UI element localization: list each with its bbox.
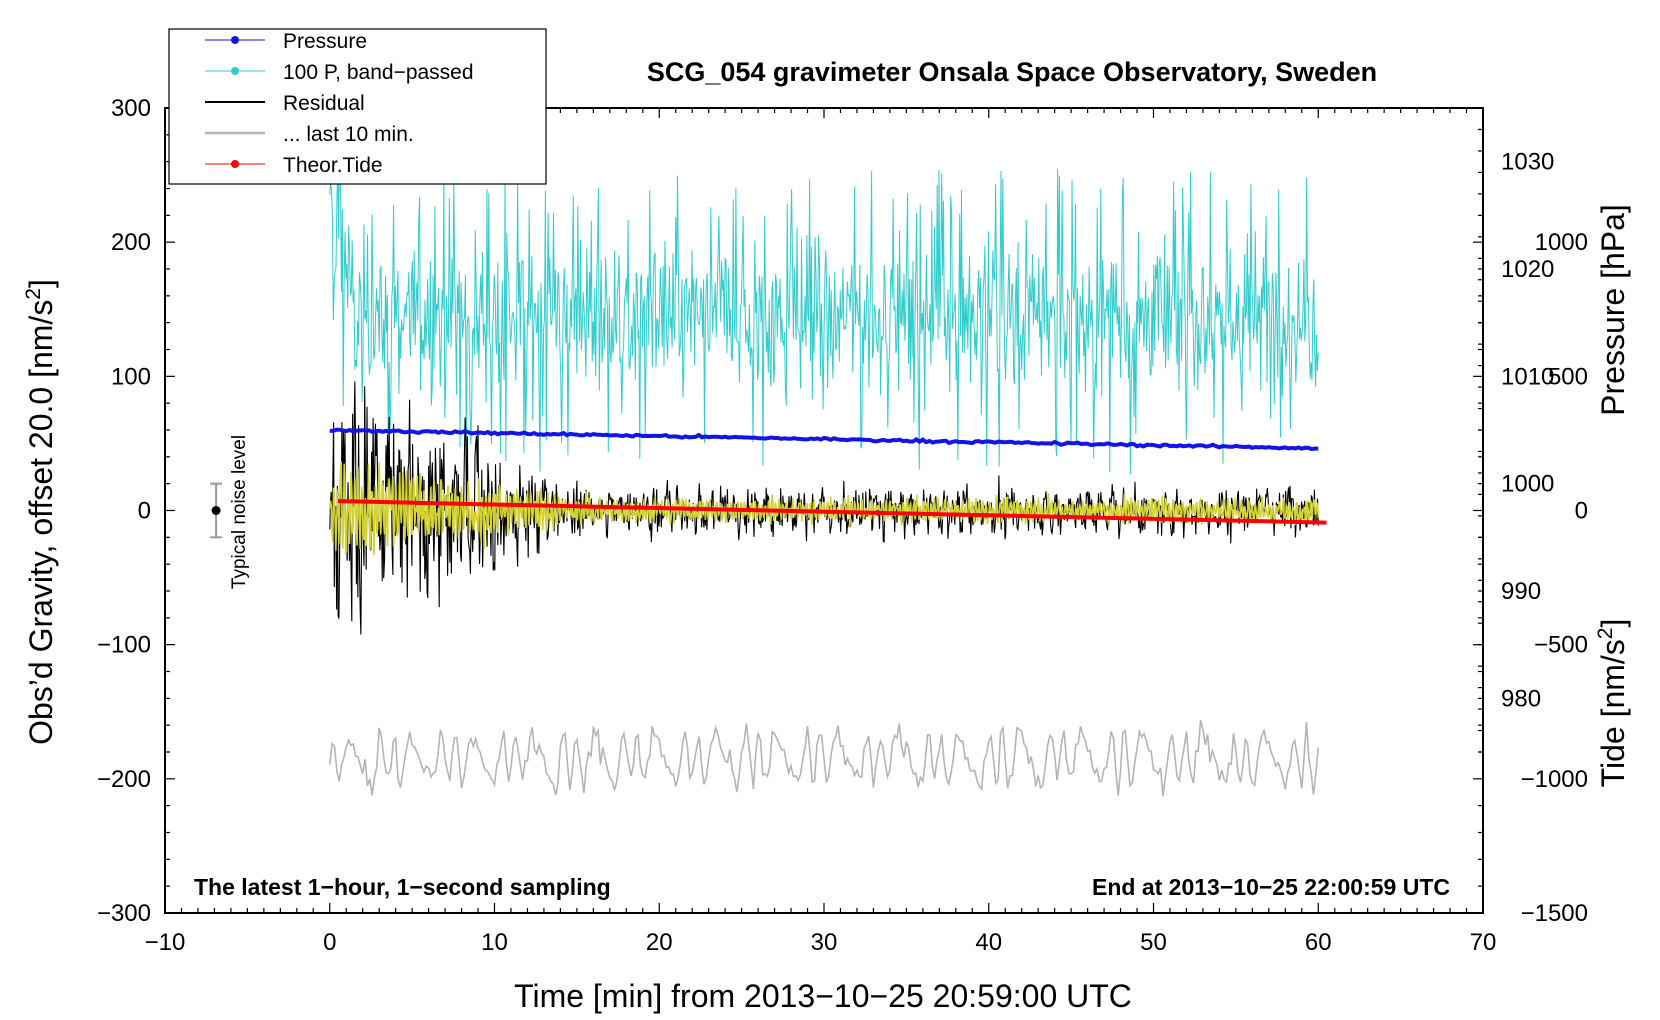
y-axis-tide-title-main: Tide [nm/s — [1595, 639, 1631, 787]
y-left-tick-label: 100 — [111, 363, 151, 390]
y-pressure-tick-label: 1010 — [1501, 363, 1554, 390]
end-time-note: End at 2013−10−25 22:00:59 UTC — [1092, 874, 1450, 900]
series-pressure-band-passed — [329, 120, 1319, 475]
x-tick-label: 20 — [646, 929, 673, 956]
legend-marker-theor-tide — [231, 160, 239, 168]
y-axis-left-title: Obs’d Gravity, offset 20.0 [nm/s2] — [22, 279, 59, 745]
series-layer — [329, 120, 1327, 797]
series-theor-tide — [337, 499, 1327, 525]
series-pressure — [329, 427, 1319, 452]
x-tick-label: 10 — [481, 929, 508, 956]
legend-label-pressure: Pressure — [283, 30, 367, 53]
noise-level-dot — [211, 506, 221, 515]
x-tick-label: 70 — [1470, 929, 1497, 956]
y-axis-pressure-title: Pressure [hPa] — [1595, 204, 1631, 416]
pressure-axis-ticks: 1030 1020 1010 1000 990 980 — [1478, 128, 1554, 753]
y-left-tick-label: −100 — [97, 632, 151, 659]
legend-label-last-10-min: ... last 10 min. — [283, 123, 414, 146]
series-residual — [329, 381, 1319, 635]
y-left-tick-label: −200 — [97, 766, 151, 793]
noise-level-marker — [210, 482, 223, 539]
y-tide-tick-label: −1500 — [1521, 900, 1588, 927]
x-tick-label: −10 — [145, 929, 186, 956]
x-tick-label: 50 — [1140, 929, 1167, 956]
y-axis-left-title-sup: 2 — [22, 288, 45, 300]
chart-title: SCG_054 gravimeter Onsala Space Observat… — [647, 57, 1377, 87]
y-tide-tick-label: −1000 — [1521, 766, 1588, 793]
y-left-tick-label: −300 — [97, 900, 151, 927]
y-pressure-tick-label: 1000 — [1501, 471, 1554, 498]
y-pressure-tick-label: 980 — [1501, 685, 1541, 712]
legend-marker-band-passed — [231, 67, 239, 75]
y-axis-tide-title: Tide [nm/s2] — [1594, 619, 1631, 788]
legend-box — [168, 28, 547, 185]
series-last-10-min — [329, 720, 1320, 797]
legend: Pressure 100 P, band−passed Residual ...… — [168, 28, 547, 185]
sampling-note: The latest 1−hour, 1−second sampling — [194, 874, 611, 900]
y-axis-left-title-close: ] — [23, 279, 59, 288]
tide-axis-ticks: 1000 500 0 −500 −1000 −1500 — [1473, 229, 1588, 927]
y-tide-tick-label: 500 — [1548, 363, 1588, 390]
y-left-tick-label: 200 — [111, 229, 151, 256]
legend-label-theor-tide: Theor.Tide — [283, 154, 383, 177]
y-left-tick-label: 0 — [138, 498, 151, 525]
y-tide-tick-label: −500 — [1534, 632, 1588, 659]
left-axis-ticks: 300 200 100 0 −100 −200 −300 — [97, 95, 175, 927]
y-tide-tick-label: 0 — [1575, 498, 1588, 525]
y-pressure-tick-label: 1030 — [1501, 149, 1554, 176]
y-pressure-tick-label: 1020 — [1501, 256, 1554, 283]
y-axis-left-title-main: Obs’d Gravity, offset 20.0 [nm/s — [23, 300, 59, 745]
y-axis-tide-title-close: ] — [1595, 619, 1631, 628]
x-tick-label: 30 — [811, 929, 838, 956]
y-pressure-tick-label: 990 — [1501, 578, 1541, 605]
y-left-tick-label: 300 — [111, 95, 151, 122]
y-tide-tick-label: 1000 — [1535, 229, 1588, 256]
legend-label-band-passed: 100 P, band−passed — [283, 61, 474, 84]
x-tick-label: 60 — [1305, 929, 1332, 956]
noise-level-label: Typical noise level — [229, 435, 250, 589]
legend-marker-pressure — [231, 36, 239, 44]
y-axis-tide-title-sup: 2 — [1594, 628, 1617, 640]
x-tick-label: 0 — [323, 929, 336, 956]
x-axis-title: Time [min] from 2013−10−25 20:59:00 UTC — [514, 978, 1132, 1014]
x-tick-label: 40 — [975, 929, 1002, 956]
legend-label-residual: Residual — [283, 92, 365, 115]
